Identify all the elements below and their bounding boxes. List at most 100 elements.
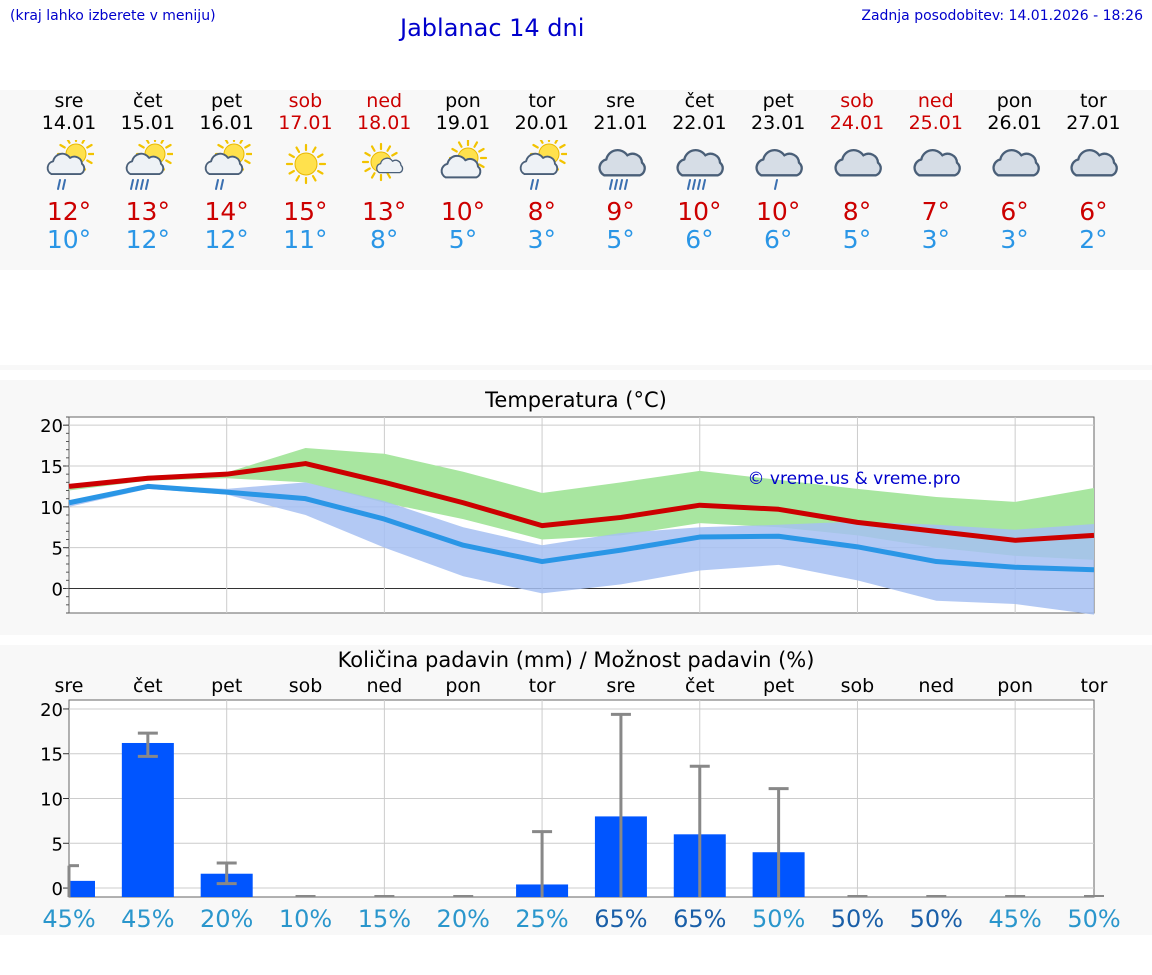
sun-small-cloud-icon <box>362 142 404 182</box>
y-tick-label: 10 <box>40 498 63 519</box>
min-temperature: 3° <box>527 225 556 254</box>
day-date: 16.01 <box>199 112 254 134</box>
day-name: pet <box>210 90 243 112</box>
rain-drops <box>214 179 224 190</box>
precipitation-probability: 20% <box>200 905 253 933</box>
precipitation-probability: 65% <box>594 905 647 933</box>
cloud-shape <box>125 152 164 176</box>
max-temperature: 6° <box>1000 197 1029 226</box>
cloud-shape <box>440 154 482 179</box>
day-name: pon <box>445 90 481 112</box>
precipitation-probability: 50% <box>910 905 963 933</box>
precipitation-bar <box>121 742 174 897</box>
cloud-shape <box>913 149 961 177</box>
day-label: pet <box>211 675 242 697</box>
error-bar <box>67 864 79 897</box>
precipitation-probability: 15% <box>358 905 411 933</box>
day-name: sre <box>606 90 636 112</box>
day-date: 14.01 <box>41 112 97 134</box>
cloud-icon <box>834 149 882 177</box>
min-temperature: 5° <box>448 225 478 254</box>
min-temperature: 8° <box>369 225 399 254</box>
day-label: čet <box>685 675 715 697</box>
precipitation-chart: sre čet pet sob ned pon tor sre čet pet sob ned pon t… <box>40 675 1121 933</box>
day-label: ned <box>918 675 954 697</box>
precipitation-bar <box>69 880 95 897</box>
rain-drops <box>57 179 66 190</box>
precipitation-probability: 45% <box>42 905 95 933</box>
min-temperature: 3° <box>921 225 950 254</box>
day-date: 15.01 <box>120 112 175 134</box>
day-name: sob <box>288 90 323 112</box>
cloud-icon <box>1070 149 1119 177</box>
max-temperature: 10° <box>756 197 801 226</box>
min-temperature: 6° <box>685 225 714 254</box>
day-date: 17.01 <box>278 112 333 134</box>
day-date: 25.01 <box>908 112 963 134</box>
cloud-shape <box>376 157 404 174</box>
day-name: čet <box>684 90 715 112</box>
day-name: pon <box>996 90 1033 112</box>
y-tick-label: 5 <box>52 834 63 855</box>
location-hint: (kraj lahko izberete v meniju) <box>10 8 216 24</box>
separator <box>0 365 1152 370</box>
cloud-shape <box>1070 149 1119 177</box>
day-label: tor <box>1081 675 1108 697</box>
max-temperature: 8° <box>842 197 872 226</box>
cloud-shape <box>204 152 243 176</box>
daily-forecast-strip: sre 14.01 12° 10° čet 15.01 13° 12° pet 16.01 14° 1… <box>0 90 1152 270</box>
rain-drops <box>529 179 539 190</box>
day-label: sob <box>841 675 875 697</box>
min-temperature: 5° <box>842 225 872 254</box>
precipitation-probability: 50% <box>831 905 884 933</box>
cloud-shape <box>46 152 86 176</box>
cloud-shape <box>598 149 646 177</box>
max-temperature-line <box>68 461 1095 543</box>
day-label: čet <box>133 675 163 697</box>
day-label: pon <box>445 675 481 697</box>
sun-cloud-rain-icon <box>46 140 94 190</box>
sun-cloud-rain-icon <box>204 140 252 190</box>
rain-drops <box>774 179 779 190</box>
max-temperature: 8° <box>527 197 556 226</box>
day-name: pet <box>762 90 794 112</box>
day-label: pet <box>763 675 794 697</box>
cloud-icon <box>913 149 961 177</box>
cloud-shape <box>755 149 804 177</box>
max-temperature: 10° <box>677 197 722 226</box>
rain-drops <box>608 179 628 190</box>
precipitation-probability: 65% <box>673 905 726 933</box>
cloud-rain-icon <box>755 149 804 190</box>
day-label: pon <box>997 675 1033 697</box>
min-temperature: 11° <box>283 225 328 254</box>
min-temperature: 12° <box>204 225 249 254</box>
sun-icon <box>286 143 327 185</box>
day-name: ned <box>366 90 403 112</box>
y-tick-label: 20 <box>40 700 63 721</box>
day-name: tor <box>1079 90 1107 112</box>
error-bar <box>532 830 553 897</box>
day-date: 22.01 <box>672 112 727 134</box>
max-temperature: 13° <box>362 197 407 226</box>
precipitation-probability: 45% <box>988 905 1041 933</box>
precipitation-bar <box>200 873 253 897</box>
precipitation-probability: 50% <box>1067 905 1120 933</box>
cloud-heavy-rain-icon <box>598 149 646 190</box>
error-bar <box>137 731 158 758</box>
precipitation-probability: 20% <box>437 905 490 933</box>
min-temperature: 2° <box>1079 225 1108 254</box>
day-label: sre <box>55 675 84 697</box>
max-temperature: 10° <box>440 197 486 226</box>
page-title: Jablanac 14 dni <box>400 14 585 42</box>
y-tick-label: 10 <box>40 790 63 811</box>
max-temperature: 9° <box>606 197 635 226</box>
min-temperature: 5° <box>606 225 635 254</box>
max-temperature: 14° <box>204 197 249 226</box>
temperature-chart: 0 5 10 15 20 © vreme.us & vreme.pro <box>40 416 1095 615</box>
max-temperature: 12° <box>46 197 92 226</box>
y-tick-label: 20 <box>40 416 63 437</box>
min-temperature: 12° <box>125 225 170 254</box>
day-name: tor <box>528 90 556 112</box>
day-date: 27.01 <box>1066 112 1121 134</box>
day-name: sre <box>54 90 84 112</box>
